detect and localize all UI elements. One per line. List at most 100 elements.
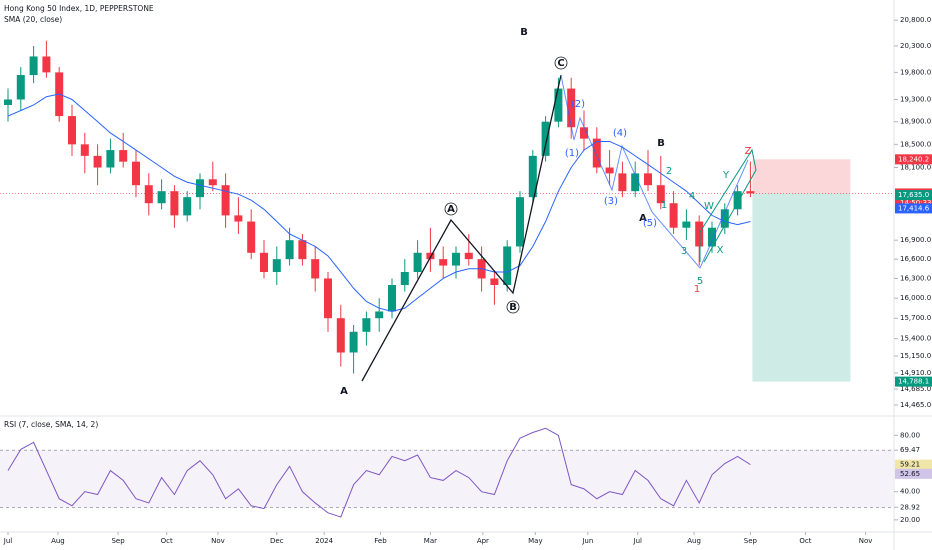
rsi-tick-label: 80.00 bbox=[900, 431, 920, 439]
wave-label: B bbox=[509, 302, 517, 313]
wave-circle bbox=[554, 56, 568, 70]
price-label: 17,414.6 bbox=[898, 204, 930, 212]
channel bbox=[699, 148, 757, 263]
price-label: 14,788.1 bbox=[898, 378, 929, 386]
wave-label: A bbox=[340, 386, 348, 397]
candle-body bbox=[106, 150, 115, 168]
candle-body bbox=[132, 161, 140, 186]
y-tick-label: 16,900.0 bbox=[900, 236, 931, 244]
price-label-box bbox=[895, 376, 932, 387]
wave-label: (3) bbox=[604, 196, 618, 207]
x-tick-label: Feb bbox=[374, 537, 387, 545]
candle-body bbox=[554, 88, 563, 122]
y-tick-label: 16,000.0 bbox=[900, 294, 931, 302]
candle-body bbox=[413, 252, 422, 272]
plot-area bbox=[0, 40, 893, 382]
rsi-tick-label: 59.21 bbox=[900, 461, 920, 469]
y-tick-label: 14,910.0 bbox=[900, 369, 931, 377]
candle-body bbox=[656, 185, 665, 204]
candle-body bbox=[580, 127, 588, 139]
candle-body bbox=[541, 121, 550, 156]
candle-body bbox=[16, 75, 25, 100]
x-tick-label: Jul bbox=[3, 537, 13, 545]
candle-body bbox=[157, 191, 166, 204]
candle-body bbox=[260, 252, 268, 272]
candle-body bbox=[682, 221, 691, 228]
y-tick-label: 15,400.0 bbox=[900, 335, 931, 343]
candle-body bbox=[68, 116, 76, 145]
candle-body bbox=[196, 179, 204, 198]
candle-body bbox=[746, 191, 755, 194]
price-label-box bbox=[895, 154, 932, 165]
wave-label: B bbox=[657, 138, 665, 149]
x-tick-label: Dec bbox=[270, 537, 284, 545]
candle-body bbox=[208, 179, 217, 186]
wave-label: B bbox=[520, 27, 528, 38]
x-tick-label: Oct bbox=[161, 537, 173, 545]
x-tick-label: Sep bbox=[744, 537, 758, 545]
candle-body bbox=[362, 318, 371, 332]
x-tick-label: Sep bbox=[111, 537, 125, 545]
countdown: 14:50:33 bbox=[900, 199, 931, 207]
target-zone bbox=[752, 193, 851, 382]
y-tick-label: 15,150.0 bbox=[900, 352, 931, 360]
wave-label: (2) bbox=[571, 99, 585, 110]
rsi-tick-label: 40.00 bbox=[900, 488, 920, 496]
wave-impulse bbox=[560, 74, 749, 269]
wave-label: (1) bbox=[565, 148, 579, 159]
candle-body bbox=[221, 185, 230, 216]
wave-label: 1 bbox=[694, 284, 700, 295]
price-label: 18,240.2 bbox=[898, 155, 929, 163]
wave-label: Z bbox=[745, 146, 752, 157]
candle-body bbox=[452, 252, 460, 266]
candle-body bbox=[708, 227, 716, 247]
rsi-line bbox=[7, 427, 751, 518]
wave-label: 4 bbox=[689, 191, 695, 202]
candle-body bbox=[4, 99, 12, 105]
wave-label: (5) bbox=[643, 218, 657, 229]
x-tick-label: Oct bbox=[799, 537, 811, 545]
y-tick-label: 18,100.0 bbox=[900, 163, 931, 171]
candle-body bbox=[42, 56, 51, 73]
wave-circle bbox=[506, 300, 520, 314]
candle-body bbox=[439, 259, 448, 266]
x-tick-label: Aug bbox=[687, 537, 701, 545]
candle-body bbox=[247, 221, 256, 253]
rsi-value-box bbox=[895, 459, 932, 470]
candle-body bbox=[144, 185, 153, 204]
candle-body bbox=[567, 88, 576, 128]
candle-body bbox=[464, 252, 473, 260]
candle-body bbox=[183, 197, 192, 216]
wave-abc bbox=[361, 74, 562, 382]
rsi-value-box bbox=[895, 468, 932, 479]
y-tick-label: 15,700.0 bbox=[900, 314, 931, 322]
candle-body bbox=[644, 173, 652, 186]
wave-label: X bbox=[717, 245, 724, 256]
x-tick-label: Jun bbox=[581, 537, 593, 545]
candle-body bbox=[618, 173, 627, 192]
rsi-tick-label: 69.47 bbox=[900, 446, 920, 454]
x-tick-label: Nov bbox=[211, 537, 225, 545]
x-tick-label: Nov bbox=[859, 537, 873, 545]
candle-body bbox=[631, 173, 640, 192]
candle-body bbox=[695, 221, 704, 247]
candle-body bbox=[669, 203, 678, 228]
price-label-box bbox=[895, 190, 932, 201]
candle-body bbox=[349, 331, 358, 353]
y-tick-label: 20,300.0 bbox=[900, 42, 931, 50]
wave-label: 2 bbox=[666, 166, 672, 177]
wave-label: 5 bbox=[697, 276, 703, 287]
candle-body bbox=[119, 150, 128, 162]
x-tick-label: 2024 bbox=[315, 537, 333, 545]
wave-label: A bbox=[447, 204, 455, 215]
wave-label: A bbox=[639, 213, 647, 224]
wave-label: C bbox=[557, 58, 564, 69]
rsi-tick-label: 52.65 bbox=[900, 470, 920, 478]
candle-body bbox=[400, 271, 409, 285]
y-tick-label: 16,600.0 bbox=[900, 255, 931, 263]
y-tick-label: 19,800.0 bbox=[900, 68, 931, 76]
sma-line bbox=[7, 93, 751, 313]
wave-label: 3 bbox=[681, 246, 687, 257]
